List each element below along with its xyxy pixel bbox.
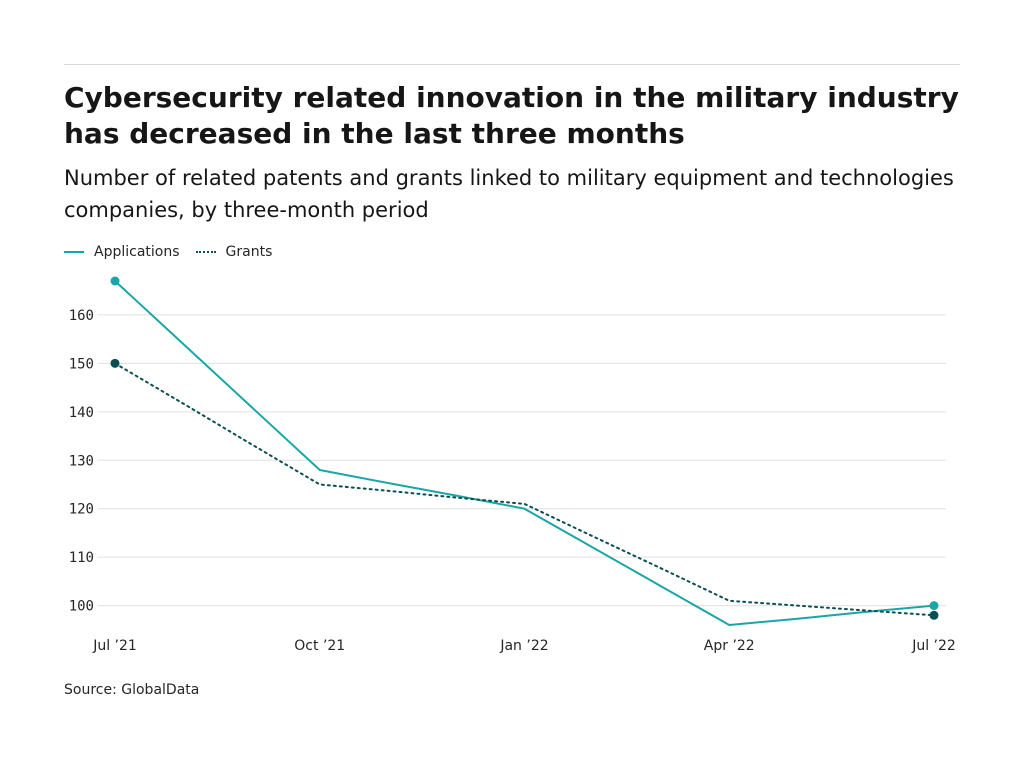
y-tick-label: 110	[69, 550, 94, 566]
series-line-grants	[114, 362, 935, 617]
legend-label-grants: Grants	[225, 244, 273, 260]
legend-swatch-applications	[64, 251, 84, 253]
y-tick-label: 130	[69, 453, 94, 469]
y-tick-label: 100	[69, 599, 94, 615]
source-note: Source: GlobalData	[64, 682, 200, 698]
series-endpoints	[110, 276, 939, 620]
y-tick-label: 120	[69, 502, 94, 518]
legend-label-applications: Applications	[94, 244, 180, 260]
y-tick-label: 160	[69, 308, 94, 324]
series-point-grants-end[interactable]	[929, 610, 939, 620]
x-tick-label: Jul ’21	[92, 638, 137, 654]
series-point-applications-end[interactable]	[929, 601, 939, 611]
top-divider	[64, 64, 960, 65]
legend-item-grants[interactable]: Grants	[195, 244, 273, 260]
x-axis-ticks: Jul ’21 Oct ’21 Jan ’22 Apr ’22 Jul ’22	[92, 638, 956, 654]
chart-title: Cybersecurity related innovation in the …	[64, 81, 959, 150]
x-tick-label: Oct ’21	[294, 638, 345, 654]
series-point-grants-start[interactable]	[110, 358, 120, 368]
x-tick-label: Jan ’22	[499, 638, 548, 654]
series-point-applications-start[interactable]	[110, 276, 120, 286]
legend: Applications Grants	[64, 242, 288, 262]
chart-subtitle: Number of related patents and grants lin…	[64, 166, 954, 222]
x-tick-label: Jul ’22	[911, 638, 956, 654]
series-lines	[114, 280, 935, 626]
y-tick-label: 150	[69, 356, 94, 372]
y-axis-ticks: 100 110 120 130 140 150 160	[69, 308, 94, 615]
y-tick-label: 140	[69, 405, 94, 421]
gridlines	[98, 314, 946, 607]
x-tick-label: Apr ’22	[704, 638, 755, 654]
legend-swatch-grants	[195, 251, 216, 253]
legend-item-applications[interactable]: Applications	[64, 244, 180, 260]
series-line-applications	[114, 280, 935, 626]
